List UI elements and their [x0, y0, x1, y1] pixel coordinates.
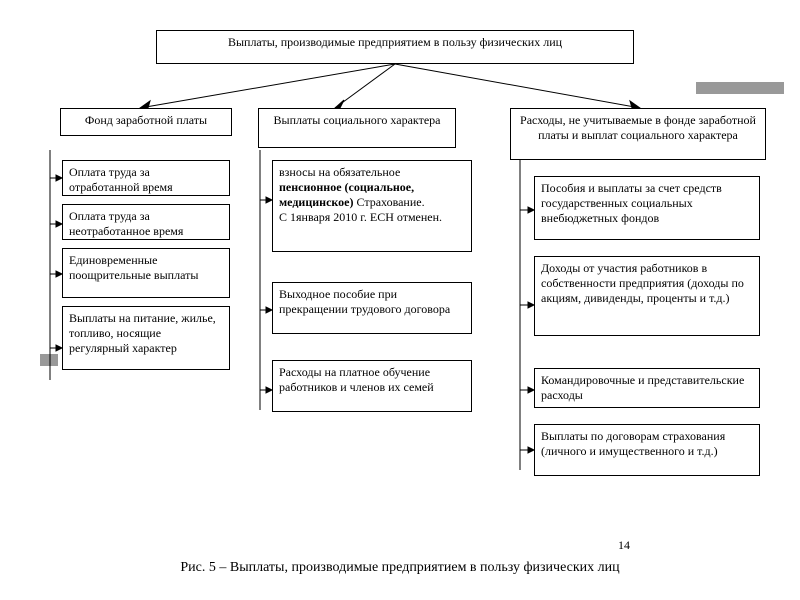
col2-header: Выплаты социального характера — [258, 108, 456, 148]
col2-header-label: Выплаты социального характера — [274, 113, 441, 127]
shadow-right — [696, 82, 784, 94]
col2-item-1-plain1: взносы на обязательное — [279, 165, 400, 179]
col1-item-3: Единовременные поощрительные выплаты — [62, 248, 230, 298]
col3-item-4: Выплаты по договорам страхования (личног… — [534, 424, 760, 476]
col3-item-1-text: Пособия и выплаты за счет средств госуда… — [541, 181, 722, 225]
col1-item-2: Оплата труда за неотработанное время — [62, 204, 230, 240]
col1-header-label: Фонд заработной платы — [85, 113, 207, 127]
col1-header: Фонд заработной платы — [60, 108, 232, 136]
col3-item-3-text: Командировочные и представительские расх… — [541, 373, 744, 402]
col3-item-4-text: Выплаты по договорам страхования (личног… — [541, 429, 725, 458]
col2-item-3-text: Расходы на платное обучение работников и… — [279, 365, 434, 394]
col3-item-2: Доходы от участия работников в собственн… — [534, 256, 760, 336]
col3-item-1: Пособия и выплаты за счет средств госуда… — [534, 176, 760, 240]
col1-item-2-text: Оплата труда за неотработанное время — [69, 209, 183, 238]
col3-header-label: Расходы, не учитываемые в фонде заработн… — [520, 113, 756, 142]
col1-item-4: Выплаты на питание, жилье, топливо, нося… — [62, 306, 230, 370]
col3-header: Расходы, не учитываемые в фонде заработн… — [510, 108, 766, 160]
top-box-label: Выплаты, производимые предприятием в пол… — [228, 35, 562, 49]
col2-item-1: взносы на обязательное пенсионное (социа… — [272, 160, 472, 252]
page-number: 14 — [618, 538, 630, 553]
col3-item-2-text: Доходы от участия работников в собственн… — [541, 261, 744, 305]
col3-item-3: Командировочные и представительские расх… — [534, 368, 760, 408]
col2-item-2-text: Выходное пособие при прекращении трудово… — [279, 287, 450, 316]
col2-item-2: Выходное пособие при прекращении трудово… — [272, 282, 472, 334]
col1-item-1-text: Оплата труда за отработанной время — [69, 165, 173, 194]
col1-item-1: Оплата труда за отработанной время — [62, 160, 230, 196]
top-box: Выплаты, производимые предприятием в пол… — [156, 30, 634, 64]
col1-item-4-text: Выплаты на питание, жилье, топливо, нося… — [69, 311, 216, 355]
figure-caption: Рис. 5 – Выплаты, производимые предприят… — [0, 560, 800, 576]
shadow-left — [40, 354, 58, 366]
col2-item-3: Расходы на платное обучение работников и… — [272, 360, 472, 412]
col1-item-3-text: Единовременные поощрительные выплаты — [69, 253, 198, 282]
